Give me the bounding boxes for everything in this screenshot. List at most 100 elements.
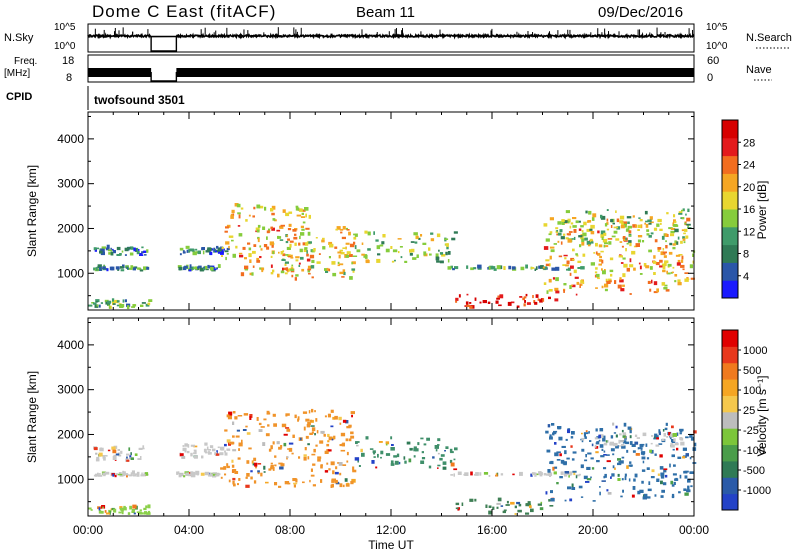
echo-cell bbox=[600, 233, 605, 238]
echo-cell bbox=[122, 470, 125, 475]
echo-cell bbox=[605, 278, 608, 283]
echo-cell bbox=[595, 287, 598, 289]
echo-cell bbox=[663, 433, 666, 437]
echo-cell bbox=[238, 448, 240, 451]
echo-cell bbox=[525, 512, 530, 515]
echo-cell bbox=[189, 264, 192, 269]
echo-cell bbox=[519, 296, 523, 298]
echo-cell bbox=[91, 302, 94, 304]
echo-cell bbox=[642, 240, 645, 243]
echo-cell bbox=[565, 237, 569, 240]
echo-cell bbox=[341, 236, 346, 240]
echo-cell bbox=[316, 261, 321, 264]
echo-cell bbox=[658, 429, 661, 433]
echo-cell bbox=[305, 213, 307, 218]
echo-cell bbox=[348, 438, 352, 442]
freq-tick-high: 18 bbox=[62, 55, 74, 67]
echo-cell bbox=[665, 245, 668, 249]
echo-cell bbox=[326, 443, 330, 447]
echo-cell bbox=[131, 470, 135, 475]
echo-cell bbox=[403, 456, 406, 460]
echo-cell bbox=[570, 222, 574, 225]
echo-cell bbox=[545, 491, 548, 495]
echo-cell bbox=[331, 478, 336, 482]
echo-cell bbox=[194, 450, 197, 454]
echo-cell bbox=[182, 445, 185, 447]
echo-cell bbox=[139, 509, 142, 512]
echo-cell bbox=[571, 483, 574, 488]
echo-cell bbox=[653, 255, 656, 259]
echo-cell bbox=[492, 506, 495, 510]
echo-cell bbox=[600, 230, 606, 235]
echo-cell bbox=[554, 466, 558, 469]
echo-cell bbox=[242, 246, 246, 250]
echo-cell bbox=[606, 454, 610, 456]
echo-cell bbox=[97, 472, 99, 477]
echo-cell bbox=[285, 427, 290, 429]
echo-cell bbox=[230, 215, 234, 219]
echo-cell bbox=[621, 478, 624, 481]
echo-cell bbox=[445, 446, 449, 449]
echo-cell bbox=[301, 268, 305, 272]
echo-cell bbox=[545, 263, 550, 267]
echo-cell bbox=[245, 425, 248, 428]
echo-cell bbox=[555, 230, 559, 233]
echo-cell bbox=[187, 444, 190, 448]
echo-cell bbox=[589, 228, 593, 231]
echo-cell bbox=[270, 208, 274, 212]
echo-cell bbox=[104, 471, 110, 475]
echo-cell bbox=[664, 233, 668, 237]
echo-cell bbox=[326, 462, 329, 465]
echo-cell bbox=[280, 224, 285, 227]
echo-cell bbox=[394, 259, 396, 262]
echo-cell bbox=[561, 221, 565, 225]
echo-cell bbox=[668, 227, 673, 230]
echo-cell bbox=[689, 471, 694, 474]
echo-cell bbox=[673, 214, 676, 218]
echo-cell bbox=[469, 498, 474, 502]
echo-cell bbox=[328, 256, 331, 259]
echo-cell bbox=[141, 472, 143, 476]
echo-cell bbox=[253, 206, 256, 210]
echo-cell bbox=[549, 434, 552, 437]
echo-cell bbox=[606, 440, 609, 443]
echo-cell bbox=[502, 510, 506, 514]
echo-cell bbox=[618, 439, 621, 444]
power-frame bbox=[87, 111, 695, 311]
echo-cell bbox=[245, 484, 250, 488]
echo-cell bbox=[376, 245, 381, 250]
echo-cell bbox=[184, 265, 188, 269]
echo-cell bbox=[114, 299, 119, 304]
echo-cell bbox=[434, 445, 439, 449]
echo-cell bbox=[409, 249, 412, 253]
echo-cell bbox=[590, 224, 595, 229]
echo-cell bbox=[142, 447, 145, 450]
echo-cell bbox=[628, 240, 632, 243]
echo-cell bbox=[114, 475, 117, 478]
echo-cell bbox=[611, 235, 616, 238]
echo-cell bbox=[603, 450, 606, 453]
nsky-tick-low: 10^0 bbox=[54, 41, 76, 52]
echo-cell bbox=[203, 267, 205, 271]
echo-cell bbox=[661, 235, 665, 240]
echo-cell bbox=[134, 453, 138, 456]
echo-cell bbox=[127, 512, 131, 515]
echo-cell bbox=[257, 238, 260, 243]
echo-cell bbox=[617, 462, 622, 466]
echo-cell bbox=[646, 457, 650, 460]
echo-cell bbox=[342, 269, 346, 273]
echo-cell bbox=[533, 300, 536, 304]
echo-cell bbox=[622, 257, 626, 260]
echo-cell bbox=[331, 483, 334, 488]
echo-cell bbox=[643, 263, 647, 267]
echo-cell bbox=[216, 473, 221, 476]
echo-cell bbox=[503, 266, 506, 270]
echo-cell bbox=[440, 454, 445, 457]
echo-cell bbox=[142, 445, 145, 448]
echo-cell bbox=[126, 247, 131, 250]
echo-cell bbox=[644, 222, 646, 225]
echo-cell bbox=[594, 444, 597, 448]
echo-cell bbox=[508, 265, 512, 270]
echo-cell bbox=[573, 236, 576, 240]
echo-cell bbox=[641, 456, 646, 460]
